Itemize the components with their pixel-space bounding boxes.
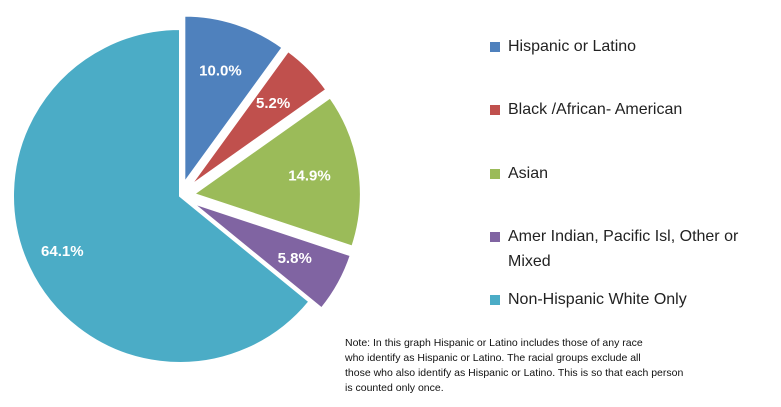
legend-swatch bbox=[490, 105, 500, 115]
pie-slice bbox=[191, 96, 362, 248]
legend-label: Asian bbox=[508, 165, 549, 182]
legend-swatch bbox=[490, 232, 500, 242]
pie-slice bbox=[183, 14, 284, 186]
data-label: 14.9% bbox=[288, 168, 331, 185]
legend-label: Black /African- American bbox=[508, 101, 683, 118]
data-label: 5.2% bbox=[256, 95, 290, 112]
legend-item: Asian bbox=[490, 161, 775, 186]
pie-slice bbox=[191, 201, 353, 310]
legend-item: Non-Hispanic White Only bbox=[490, 287, 775, 312]
note-line: who identify as Hispanic or Latino. The … bbox=[345, 352, 641, 364]
legend-label: Amer Indian, Pacific Isl, Other or Mixed bbox=[508, 228, 739, 270]
legend-item: Amer Indian, Pacific Isl, Other or Mixed bbox=[490, 224, 775, 274]
note-line: those who also identify as Hispanic or L… bbox=[345, 367, 684, 379]
legend-swatch bbox=[490, 295, 500, 305]
data-label: 10.0% bbox=[199, 62, 242, 79]
legend-label: Hispanic or Latino bbox=[508, 38, 637, 55]
legend-label: Non-Hispanic White Only bbox=[508, 291, 687, 308]
legend-swatch bbox=[490, 169, 500, 179]
note: Note: In this graph Hispanic or Latino i… bbox=[345, 336, 683, 396]
pie-slice bbox=[12, 27, 311, 364]
pie-slice bbox=[189, 49, 328, 187]
legend-item: Black /African- American bbox=[490, 97, 775, 122]
legend-item: Hispanic or Latino bbox=[490, 34, 775, 59]
data-label: 64.1% bbox=[41, 243, 84, 260]
note-line: is counted only once. bbox=[345, 382, 444, 394]
note-line: Note: In this graph Hispanic or Latino i… bbox=[345, 337, 643, 349]
legend-swatch bbox=[490, 42, 500, 52]
data-label: 5.8% bbox=[278, 250, 312, 267]
